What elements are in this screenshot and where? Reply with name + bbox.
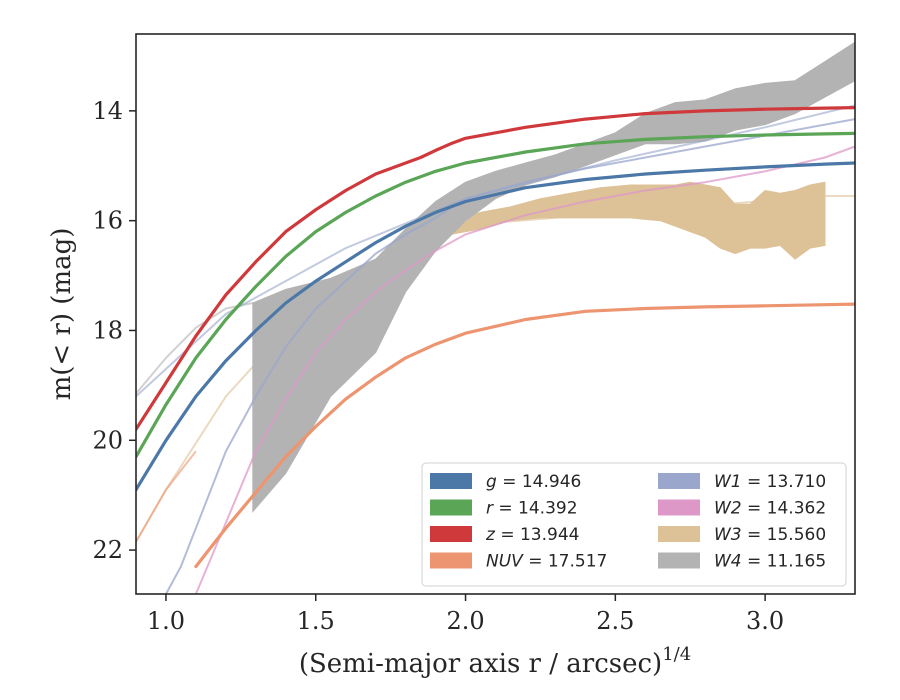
legend-var-w3: W3 [714, 525, 742, 545]
legend-var-w1: W1 [714, 472, 742, 492]
series-w1-line [165, 118, 855, 594]
y-tick-label: 20 [92, 426, 123, 454]
series-z-line [136, 106, 855, 431]
legend-swatch-w1 [658, 473, 700, 489]
legend-var-w4: W4 [714, 552, 742, 572]
y-tick-label: 14 [92, 97, 123, 125]
x-tick-label: 1.0 [147, 607, 185, 635]
legend-box [421, 462, 847, 587]
plot-frame [135, 33, 856, 595]
legend-value-z: = 13.944 [495, 525, 580, 545]
legend-label-nuv: NUV = 17.517 [486, 552, 607, 572]
y-tick-label: 18 [92, 316, 123, 344]
legend-value-w1: = 13.710 [742, 472, 827, 492]
x-tick-label: 2.0 [446, 607, 484, 635]
legend-swatch-w4 [658, 552, 700, 569]
x-axis-title-superscript: 1/4 [662, 644, 691, 665]
series-layer [136, 41, 855, 594]
series-g-line [136, 161, 855, 492]
legend-var-w2: W2 [714, 499, 742, 519]
x-axis-title-main: (Semi-major axis r / arcsec) [299, 649, 662, 679]
legend-swatch-w3 [658, 526, 700, 542]
legend-label-w4: W4 = 11.165 [714, 552, 826, 572]
x-tick-label: 1.5 [297, 607, 335, 635]
x-tick-label: 3.0 [746, 607, 784, 635]
series-nuv-line [194, 302, 855, 569]
series-w2-line [194, 145, 855, 594]
series-w4-band [252, 41, 855, 513]
legend-swatch-z [430, 526, 472, 542]
legend-label-w3: W3 = 15.560 [714, 525, 826, 545]
legend-var-nuv: NUV [486, 552, 524, 572]
legend-label-w1: W1 = 13.710 [714, 472, 826, 492]
legend-label-r: r = 14.392 [486, 499, 578, 519]
series-r-line [136, 131, 855, 459]
legend-var-r: r [486, 499, 494, 519]
x-axis-title: (Semi-major axis r / arcsec)1/4 [299, 644, 691, 679]
legend-swatch-g [430, 473, 472, 489]
legend-value-nuv: = 17.517 [523, 552, 608, 572]
legend-var-z: z [485, 525, 496, 545]
series-nuv-extension [136, 450, 197, 543]
x-tick-label: 2.5 [596, 607, 634, 635]
y-axis-title: m(< r) (mag) [47, 228, 77, 401]
legend-swatch-nuv [430, 552, 472, 569]
series-w4-extension [136, 302, 254, 395]
legend-label-g: g = 14.946 [486, 472, 581, 492]
legend-value-w3: = 15.560 [742, 525, 827, 545]
legend-value-r: = 14.392 [493, 499, 578, 519]
legend-value-g: = 14.946 [497, 472, 582, 492]
y-tick-label: 16 [92, 207, 123, 235]
series-w3-band [450, 181, 826, 260]
legend-swatch-r [430, 499, 472, 516]
legend-var-g: g [486, 472, 497, 492]
legend-value-w4: = 11.165 [742, 552, 827, 572]
legend-label-z: z = 13.944 [485, 525, 579, 545]
y-tick-label: 22 [92, 536, 123, 564]
legend-swatch-w2 [658, 499, 700, 516]
legend-label-w2: W2 = 14.362 [714, 499, 826, 519]
legend-value-w2: = 14.362 [742, 499, 827, 519]
ticks-layer: 1.0 1.5 2.0 2.5 3.0 14 16 18 20 22 [92, 97, 784, 635]
